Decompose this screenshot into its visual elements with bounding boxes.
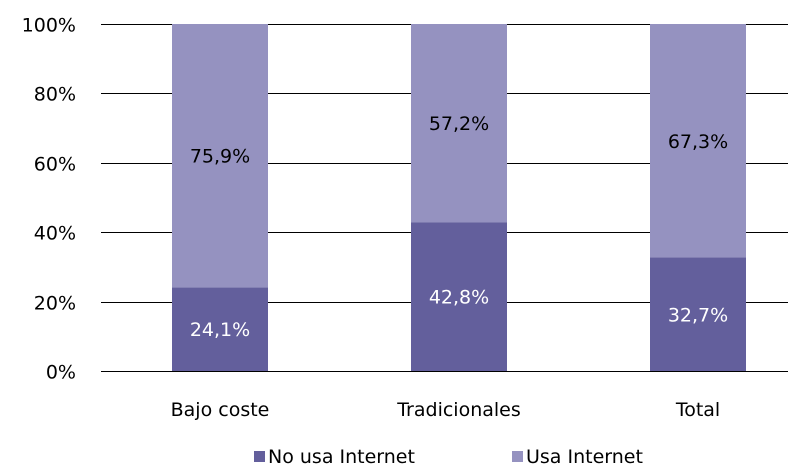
legend-label: Usa Internet [526, 446, 643, 468]
x-tick-label: Tradicionales [396, 399, 521, 421]
legend-swatch [512, 451, 523, 462]
y-tick-label: 80% [34, 84, 76, 106]
data-labels: 24,1% 75,9% 42,8% 57,2% 32,7% 67,3% [190, 113, 728, 341]
y-tick-label: 20% [34, 293, 76, 315]
y-tick-label: 100% [22, 15, 76, 37]
legend-label: No usa Internet [268, 446, 415, 468]
data-label: 75,9% [190, 146, 250, 168]
bar-segment [172, 287, 268, 371]
bar-segment [411, 24, 507, 223]
bar-segment [650, 24, 746, 258]
x-tick-label: Bajo coste [171, 399, 270, 421]
data-label: 57,2% [429, 113, 489, 135]
y-tick-label: 60% [34, 154, 76, 176]
category-labels: Bajo coste Tradicionales Total [171, 399, 721, 421]
bars [172, 24, 746, 371]
y-axis-ticks: 0% 20% 40% 60% 80% 100% [22, 15, 76, 384]
x-tick-label: Total [675, 399, 720, 421]
data-label: 67,3% [668, 131, 728, 153]
bar-segment [172, 24, 268, 288]
legend: No usa Internet Usa Internet [254, 446, 643, 468]
data-label: 42,8% [429, 287, 489, 309]
data-label: 32,7% [668, 304, 728, 326]
y-tick-label: 0% [46, 362, 76, 384]
data-label: 24,1% [190, 319, 250, 341]
bar-segment [411, 222, 507, 371]
bar-segment [650, 257, 746, 371]
y-tick-label: 40% [34, 223, 76, 245]
legend-swatch [254, 451, 265, 462]
